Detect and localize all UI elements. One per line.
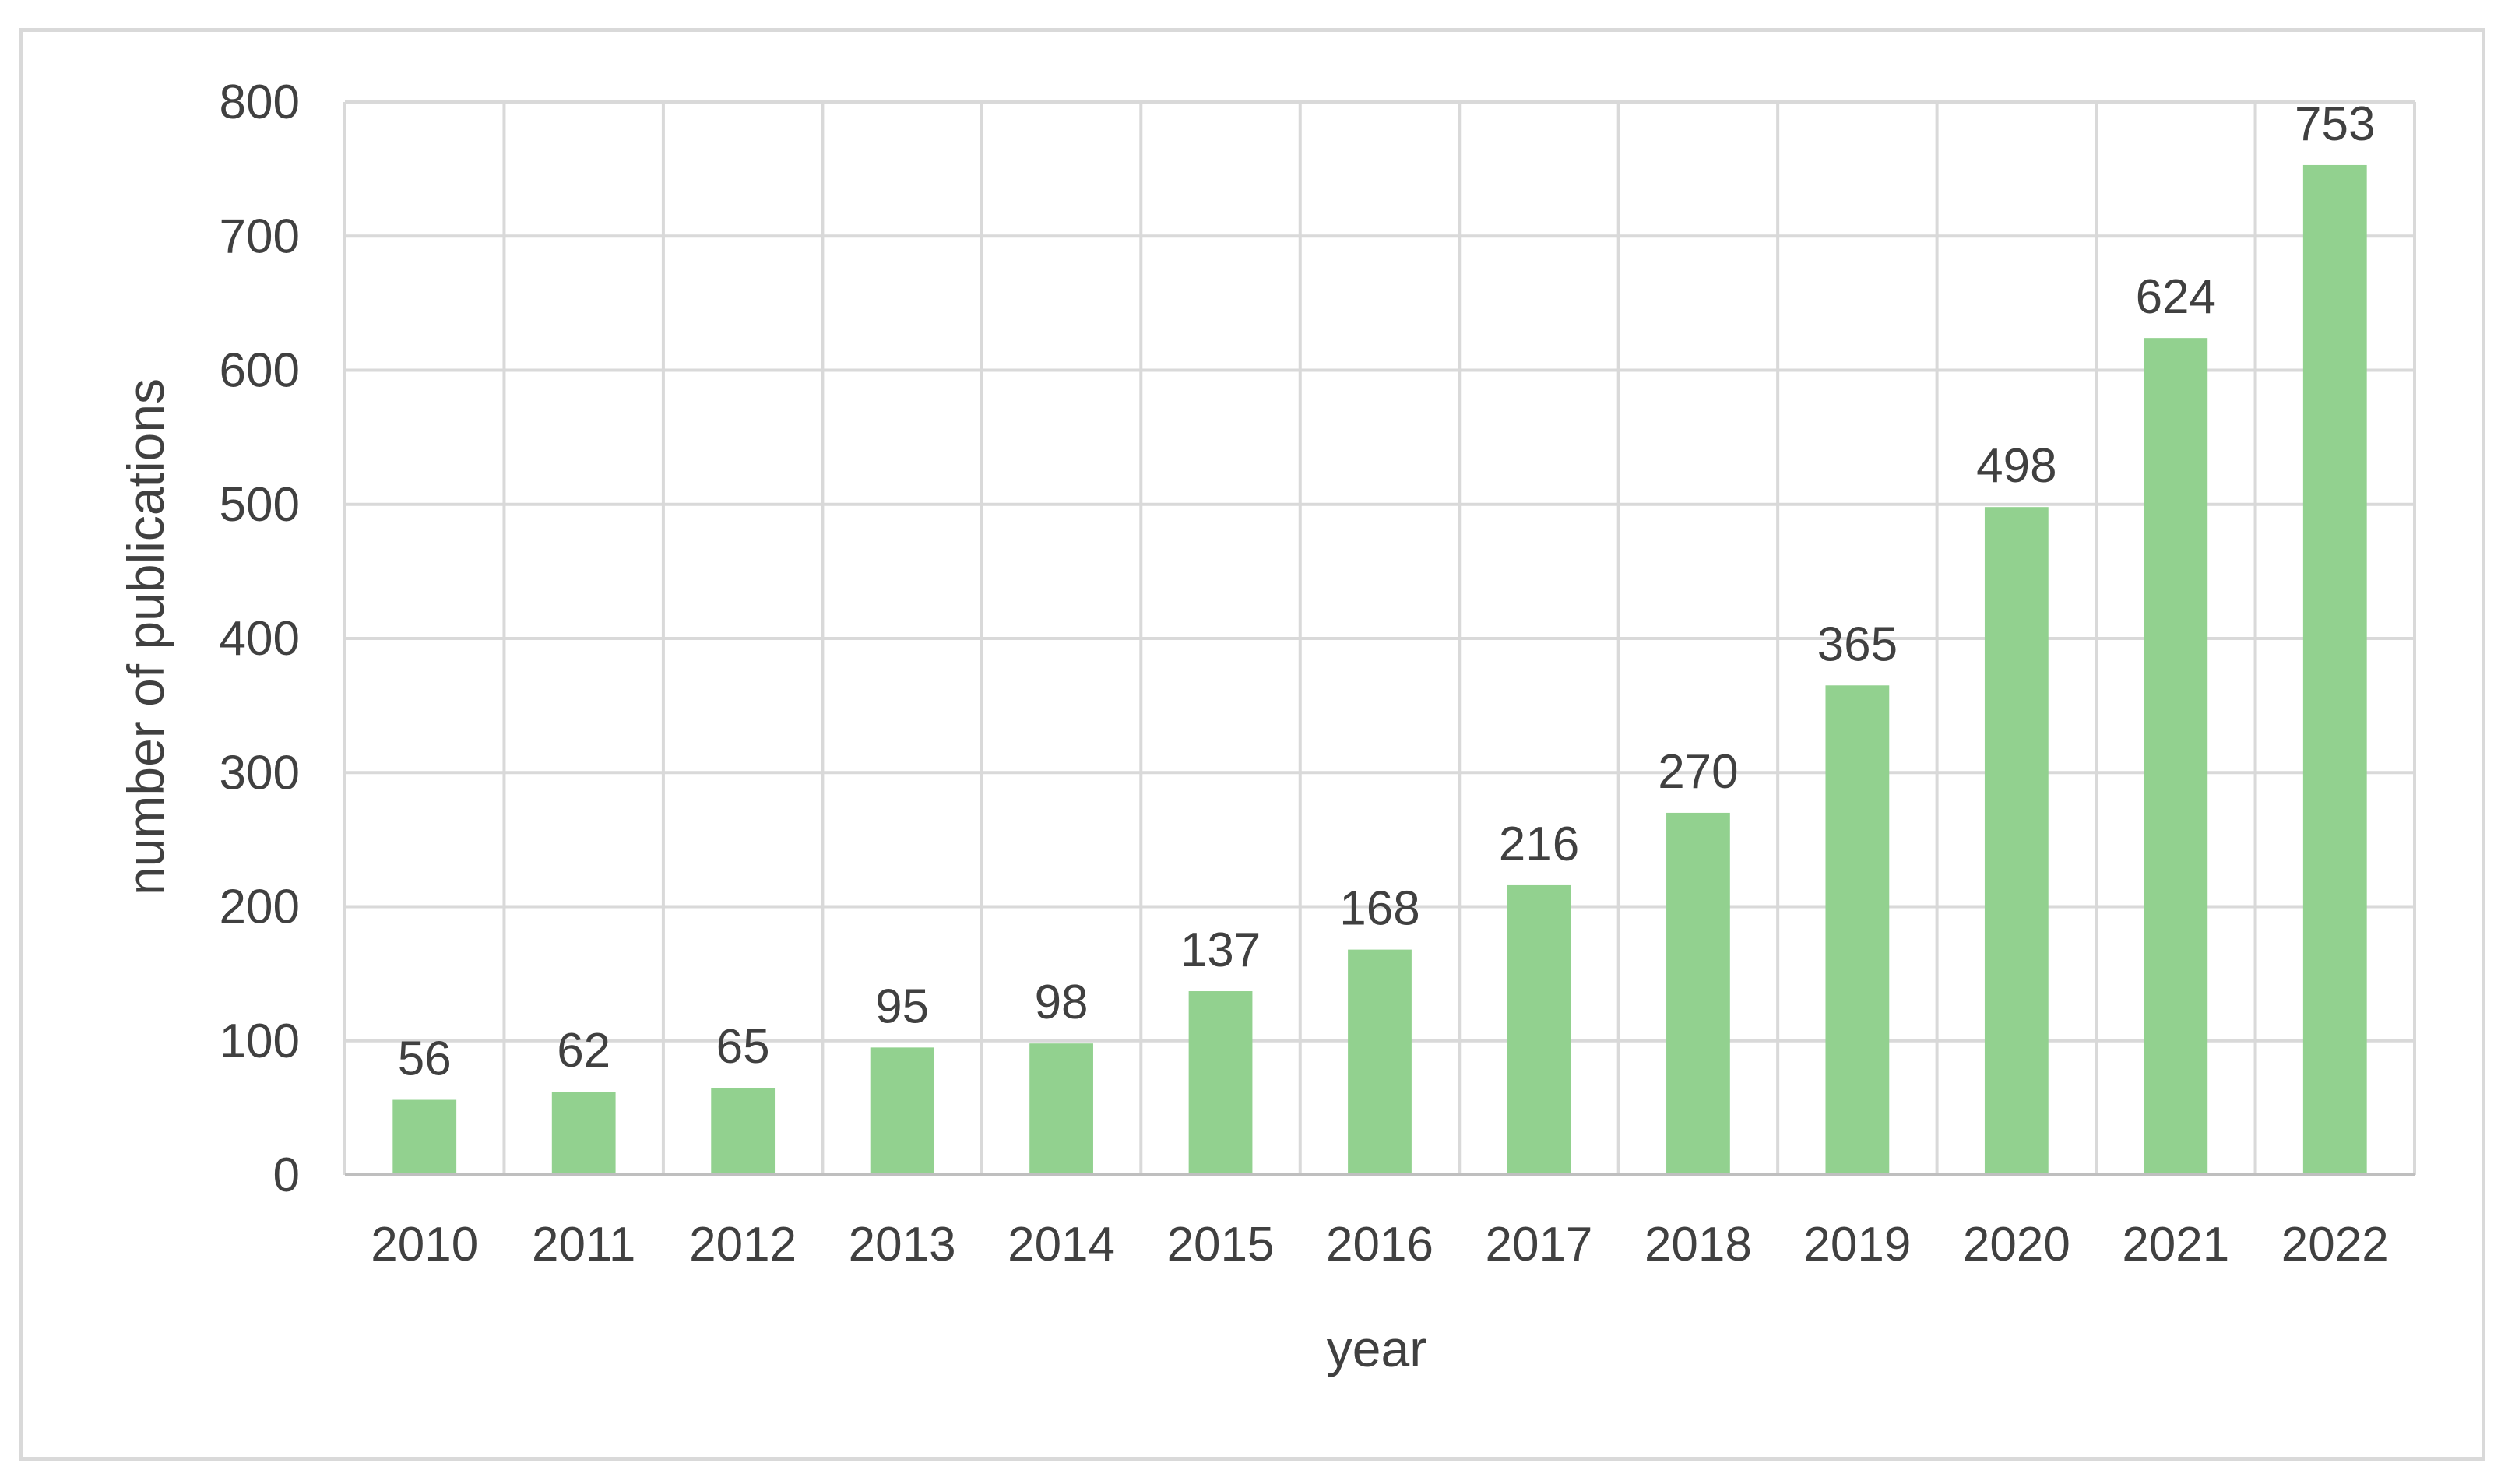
- y-tick-label: 0: [273, 1148, 300, 1202]
- data-label: 216: [1499, 818, 1579, 871]
- data-label: 365: [1817, 617, 1898, 671]
- bar-2021: [2144, 338, 2208, 1175]
- y-tick-label: 200: [220, 881, 300, 934]
- data-label: 65: [716, 1020, 770, 1074]
- gridlines: [343, 100, 2416, 1175]
- y-axis-title: number of publications: [117, 378, 174, 895]
- y-tick-label: 100: [220, 1015, 300, 1068]
- data-label: 168: [1339, 882, 1419, 936]
- x-tick-label: 2018: [1644, 1218, 1752, 1271]
- x-tick-label: 2013: [849, 1218, 956, 1271]
- x-tick-label: 2017: [1485, 1218, 1592, 1271]
- x-tick-label: 2019: [1803, 1218, 1911, 1271]
- x-tick-label: 2014: [1008, 1218, 1115, 1271]
- x-tick-label: 2016: [1326, 1218, 1433, 1271]
- chart-frame: [19, 28, 2485, 1461]
- bar-2015: [1188, 991, 1253, 1175]
- data-label: 137: [1180, 923, 1261, 977]
- data-label: 498: [1976, 439, 2056, 493]
- bar-2016: [1348, 949, 1412, 1175]
- x-tick-label: 2015: [1167, 1218, 1275, 1271]
- y-tick-label: 500: [220, 478, 300, 532]
- data-label: 56: [398, 1032, 452, 1086]
- data-label: 62: [557, 1024, 610, 1078]
- bar-2020: [1984, 507, 2049, 1175]
- data-label: 95: [875, 979, 929, 1033]
- x-tick-label: 2022: [2281, 1218, 2389, 1271]
- y-tick-label: 400: [220, 612, 300, 666]
- y-tick-label: 300: [220, 746, 300, 800]
- x-tick-label: 2021: [2122, 1218, 2229, 1271]
- x-tick-label: 2012: [689, 1218, 797, 1271]
- x-tick-label: 2020: [1963, 1218, 2070, 1271]
- bar-2013: [870, 1047, 934, 1175]
- data-label: 98: [1035, 976, 1089, 1029]
- labels: 0 100 200 300 400 500 600 700 800 56 2010 62 2011 65 2…: [220, 76, 2389, 1271]
- bar-2012: [711, 1088, 776, 1175]
- data-label: 753: [2295, 97, 2375, 151]
- y-tick-label: 600: [220, 344, 300, 398]
- bars: [392, 164, 2367, 1175]
- bar-2017: [1507, 884, 1571, 1175]
- data-label: 270: [1658, 745, 1738, 799]
- x-tick-label: 2010: [371, 1218, 478, 1271]
- y-tick-label: 700: [220, 209, 300, 263]
- bar-2010: [392, 1099, 457, 1175]
- bar-2011: [551, 1092, 616, 1175]
- x-tick-label: 2011: [532, 1218, 635, 1271]
- x-axis-title: year: [1327, 1320, 1426, 1377]
- data-label: 624: [2136, 270, 2216, 324]
- bar-2019: [1825, 685, 1890, 1175]
- y-tick-label: 800: [220, 76, 300, 129]
- bar-2014: [1029, 1043, 1093, 1175]
- bar-2022: [2302, 164, 2367, 1175]
- bar-2018: [1666, 812, 1730, 1175]
